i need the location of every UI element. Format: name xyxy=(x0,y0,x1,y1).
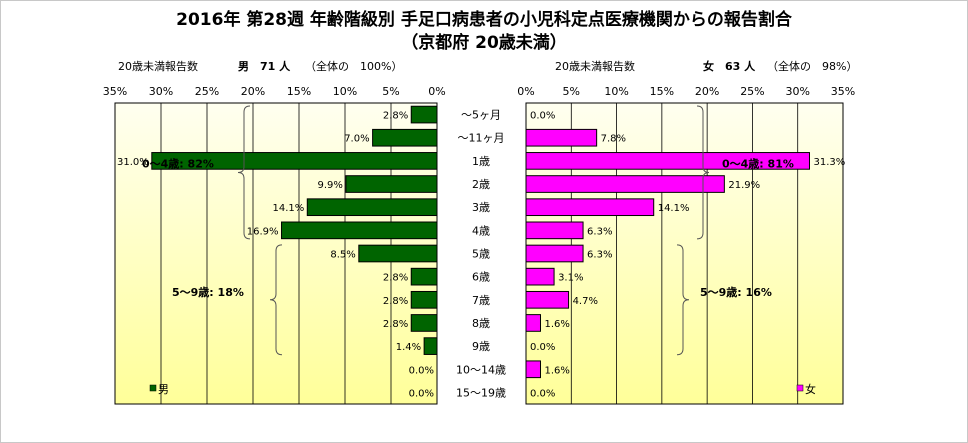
category-label: 2歳 xyxy=(472,178,490,191)
bracket xyxy=(696,105,710,240)
x-tick-label: 0% xyxy=(428,85,445,98)
data-label: 0.0% xyxy=(409,388,434,399)
bar xyxy=(410,105,438,124)
data-label: 8.5% xyxy=(330,250,355,261)
x-tick-label: 15% xyxy=(650,85,674,98)
x-tick-label: 5% xyxy=(382,85,399,98)
bar xyxy=(410,314,438,332)
data-label: 6.3% xyxy=(587,226,612,237)
x-tick-label: 30% xyxy=(785,85,809,98)
bracket-label: 5～9歳: 18% xyxy=(172,285,244,299)
data-label: 9.9% xyxy=(318,180,343,191)
data-label: 31.3% xyxy=(813,157,845,168)
data-label: 14.1% xyxy=(658,203,690,214)
category-label: 1歳 xyxy=(472,155,490,168)
bracket xyxy=(676,244,690,356)
data-label: 1.4% xyxy=(396,342,421,353)
bar xyxy=(525,360,541,379)
bar xyxy=(423,337,438,355)
x-tick-label: 35% xyxy=(103,85,127,98)
data-label: 2.8% xyxy=(383,273,408,284)
legend-swatch xyxy=(149,384,157,392)
data-label: 2.8% xyxy=(383,319,408,330)
data-label: 1.6% xyxy=(544,319,569,330)
category-label: 4歳 xyxy=(472,224,490,237)
legend-label: 男 xyxy=(158,383,169,396)
bracket-label: 0～4歳: 82% xyxy=(142,156,214,170)
data-label: 7.0% xyxy=(344,134,369,145)
x-tick-label: 35% xyxy=(831,85,855,98)
bar xyxy=(281,221,438,240)
data-label: 0.0% xyxy=(530,111,555,122)
series-header-share: （全体の 98%） xyxy=(767,59,857,73)
bar xyxy=(410,267,438,286)
data-label: 3.1% xyxy=(558,273,583,284)
bar xyxy=(525,175,725,193)
bar xyxy=(525,152,810,170)
series-header-count: 女 63 人 xyxy=(703,59,756,73)
bar xyxy=(525,244,584,263)
category-label: 9歳 xyxy=(472,340,490,353)
series-header-label: 20歳未満報告数 xyxy=(555,60,635,73)
data-label: 0.0% xyxy=(530,342,555,353)
category-label: 8歳 xyxy=(472,317,490,330)
category-label: ～11ヶ月 xyxy=(458,132,505,145)
category-label: ～5ヶ月 xyxy=(461,109,501,122)
data-label: 2.8% xyxy=(383,296,408,307)
data-label: 16.9% xyxy=(247,226,279,237)
series-header-share: （全体の 100%） xyxy=(305,59,402,73)
bracket-label: 0～4歳: 81% xyxy=(722,156,794,170)
legend-label: 女 xyxy=(805,382,816,396)
data-label: 0.0% xyxy=(530,388,555,399)
series-header-count: 男 71 人 xyxy=(238,59,291,73)
data-label: 4.7% xyxy=(573,296,598,307)
x-tick-label: 5% xyxy=(563,85,580,98)
legend-swatch xyxy=(796,384,804,392)
series-header-label: 20歳未満報告数 xyxy=(118,60,198,73)
bracket xyxy=(237,105,251,240)
bracket-label: 5～9歳: 16% xyxy=(700,285,772,299)
category-label: 15～19歳 xyxy=(456,386,506,399)
x-tick-label: 15% xyxy=(287,85,311,98)
data-label: 7.8% xyxy=(601,134,626,145)
x-tick-label: 0% xyxy=(517,85,534,98)
data-label: 31.0% xyxy=(117,157,149,168)
category-label: 6歳 xyxy=(472,271,490,284)
category-label: 3歳 xyxy=(472,201,490,214)
bracket xyxy=(269,244,283,356)
bar xyxy=(525,290,570,309)
bar xyxy=(525,198,655,217)
bar xyxy=(525,128,598,147)
bar xyxy=(410,290,438,309)
x-tick-label: 25% xyxy=(195,85,219,98)
bar xyxy=(306,198,438,217)
data-label: 2.8% xyxy=(383,111,408,122)
chart-subtitle: （京都府 20歳未満） xyxy=(401,33,567,53)
x-tick-label: 25% xyxy=(740,85,764,98)
bar xyxy=(151,152,438,170)
data-label: 1.6% xyxy=(544,365,569,376)
chart-title: 2016年 第28週 年齢階級別 手足口病患者の小児科定点医療機関からの報告割合 xyxy=(176,10,792,30)
category-label: 10～14歳 xyxy=(456,363,506,376)
x-tick-label: 20% xyxy=(695,85,719,98)
category-label: 5歳 xyxy=(472,248,490,261)
category-label: 7歳 xyxy=(472,294,490,307)
x-tick-label: 10% xyxy=(604,85,628,98)
bar xyxy=(525,314,541,332)
x-tick-label: 20% xyxy=(241,85,265,98)
data-label: 0.0% xyxy=(409,365,434,376)
x-tick-label: 30% xyxy=(149,85,173,98)
data-label: 14.1% xyxy=(272,203,304,214)
bar xyxy=(358,244,438,263)
bar xyxy=(525,267,555,286)
x-tick-label: 10% xyxy=(333,85,357,98)
data-label: 21.9% xyxy=(728,180,760,191)
bar xyxy=(372,128,438,147)
data-label: 6.3% xyxy=(587,250,612,261)
bar xyxy=(525,221,584,240)
bar xyxy=(345,175,438,193)
